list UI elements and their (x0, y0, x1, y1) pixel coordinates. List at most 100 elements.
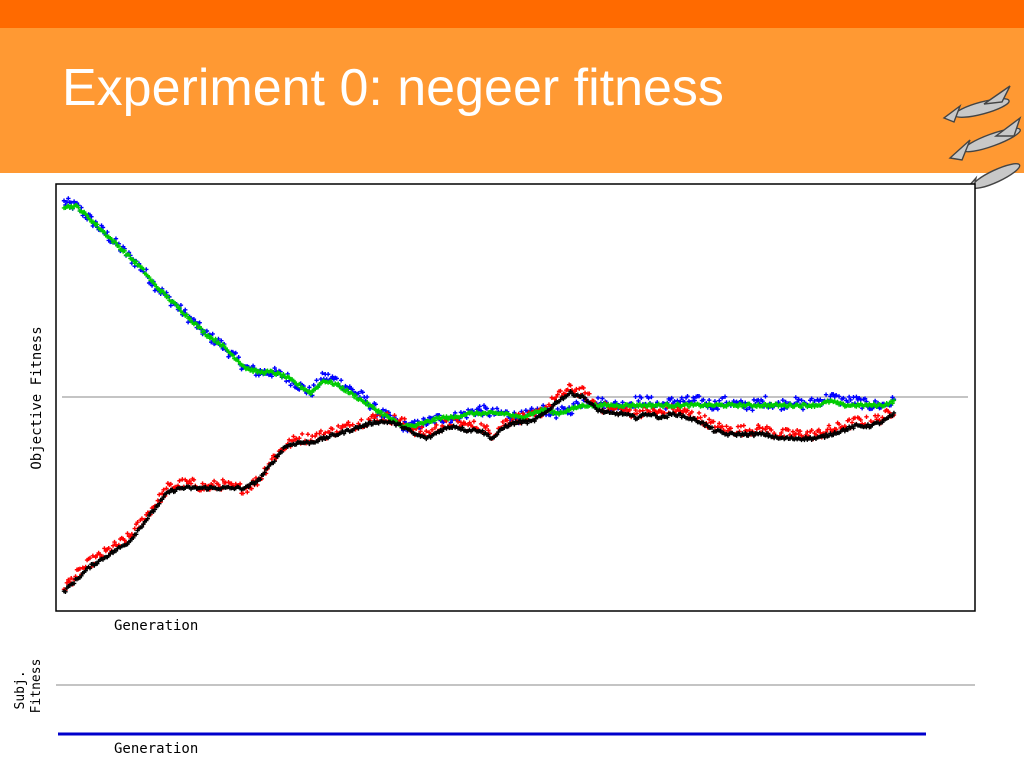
data-point (484, 423, 490, 429)
data-point (61, 198, 67, 203)
data-point (297, 435, 302, 441)
data-point (771, 430, 777, 436)
data-point (90, 223, 96, 229)
data-point (236, 355, 241, 360)
data-point (90, 553, 96, 559)
data-point (188, 481, 194, 486)
data-point (364, 423, 370, 429)
data-point (197, 320, 202, 325)
data-point (66, 196, 71, 201)
data-point (549, 405, 555, 411)
y-axis-label: Objective Fitness (29, 326, 45, 469)
data-point (478, 408, 484, 413)
data-point (691, 395, 696, 400)
data-point (618, 409, 624, 415)
data-point (177, 305, 182, 310)
data-point (79, 573, 84, 579)
data-point (249, 486, 254, 491)
data-point (678, 411, 683, 416)
data-point (826, 423, 832, 428)
data-point (595, 395, 601, 401)
data-point (764, 424, 770, 429)
data-point (305, 432, 311, 437)
data-point (220, 477, 225, 483)
data-point (835, 399, 840, 405)
data-point (734, 433, 739, 438)
data-point (540, 403, 546, 408)
data-point (432, 425, 438, 431)
data-point (110, 550, 116, 556)
data-point (494, 432, 500, 437)
data-point (291, 434, 296, 439)
data-point (429, 419, 435, 424)
data-point (200, 481, 205, 486)
data-point (135, 520, 140, 525)
data-point (139, 524, 145, 530)
data-point (336, 423, 341, 429)
data-point (800, 407, 806, 412)
data-point (71, 199, 77, 204)
data-point (272, 458, 277, 464)
data-point (242, 364, 247, 369)
data-point (312, 433, 318, 439)
data-point (833, 427, 839, 432)
data-point (552, 402, 557, 407)
data-point (780, 398, 785, 403)
data-point (851, 426, 856, 431)
data-point (373, 407, 378, 412)
data-point (256, 373, 262, 378)
data-point (183, 307, 188, 313)
data-point (880, 420, 885, 425)
data-point (854, 394, 859, 400)
data-point (600, 403, 605, 409)
data-point (890, 401, 895, 406)
data-point (555, 392, 560, 397)
data-point (402, 416, 407, 422)
data-point (360, 390, 365, 395)
data-point (688, 415, 693, 420)
data-point (709, 425, 715, 430)
data-point (152, 282, 158, 287)
data-point (325, 372, 331, 377)
data-point (315, 439, 321, 444)
data-point (810, 401, 816, 407)
data-point (790, 429, 796, 434)
data-point (484, 406, 490, 411)
data-point (340, 384, 345, 390)
data-point (751, 397, 757, 403)
data-point (370, 412, 376, 418)
data-point (110, 543, 116, 548)
data-point (728, 426, 734, 431)
data-point (679, 395, 684, 401)
data-point (836, 422, 842, 427)
data-point (350, 387, 355, 392)
data-point (458, 427, 464, 432)
data-point (519, 421, 524, 426)
data-point (279, 449, 285, 455)
data-point (413, 423, 419, 429)
data-point (875, 413, 881, 418)
data-point (311, 382, 316, 388)
data-point (356, 426, 361, 431)
data-point (799, 398, 804, 403)
data-point (836, 394, 842, 399)
data-point (194, 321, 199, 327)
data-point (272, 365, 277, 371)
data-point (146, 513, 152, 518)
data-point (532, 418, 537, 424)
data-point (849, 420, 855, 425)
data-point (364, 394, 370, 400)
data-point (424, 428, 429, 434)
data-point (132, 526, 137, 531)
data-point (155, 503, 161, 509)
data-point (701, 420, 706, 425)
data-point (106, 546, 111, 551)
data-point (76, 205, 81, 210)
data-point (109, 236, 114, 242)
data-point (315, 385, 321, 390)
data-point (246, 484, 251, 490)
data-point (359, 417, 364, 423)
data-point (330, 426, 335, 432)
data-point (525, 421, 530, 426)
data-point (577, 386, 582, 391)
